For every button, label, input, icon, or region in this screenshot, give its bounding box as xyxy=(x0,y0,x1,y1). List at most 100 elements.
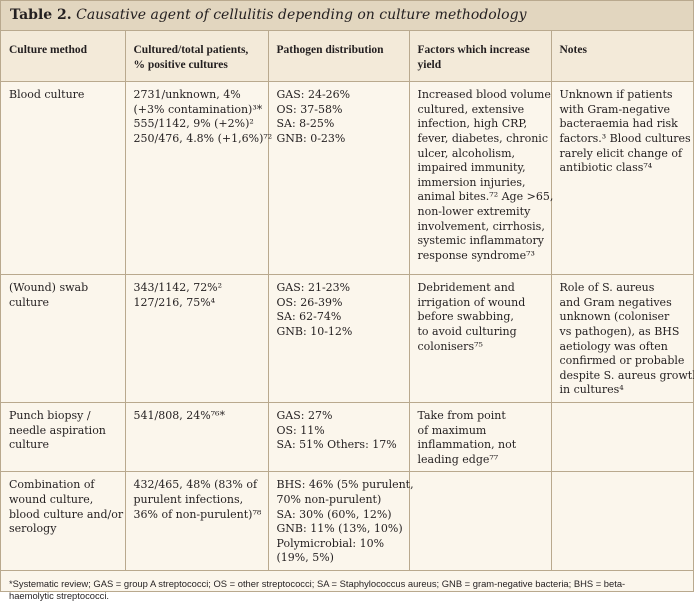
cell-factors-line: involvement, cirrhosis, xyxy=(417,219,545,233)
cell-factors-line: ulcer, alcoholism, xyxy=(417,146,516,160)
cell-factors-line: animal bites.⁷² Age >65, xyxy=(417,190,554,204)
cell-factors-line: irrigation of wound xyxy=(417,295,526,309)
cell-method: Punch biopsy / needle aspiration culture xyxy=(1,402,126,473)
cell-method: (Wound) swab culture xyxy=(1,274,126,403)
cell-factors-line: immersion injuries, xyxy=(417,175,526,189)
cell-pathogen-line: GAS: 21-23% xyxy=(276,281,351,295)
cell-pathogen-line: GAS: 24-26% xyxy=(276,88,351,102)
cell-factors-line: Increased blood volume xyxy=(417,88,551,102)
cell-factors: Debridement and irrigation of wound before… xyxy=(409,274,552,403)
table-title-bar: Table 2. Causative agent of cellulitis d… xyxy=(1,1,693,31)
table-row: Blood culture 2731/unknown, 4% (+3% contam… xyxy=(1,81,693,276)
cell-pathogen-line: SA: 30% (60%, 12%) xyxy=(276,507,392,521)
cell-notes-line: confirmed or probable xyxy=(559,354,685,368)
cell-pathogen: GAS: 21-23% OS: 26-39% SA: 62-74% GNB: 10-1… xyxy=(268,274,410,403)
cell-notes: Unknown if patients with Gram-negative bac… xyxy=(551,81,693,276)
header-row: Culture method Cultured/total patients, % … xyxy=(1,31,693,83)
cell-method-line: needle aspiration xyxy=(9,423,106,437)
cell-factors-line: to avoid culturing xyxy=(417,324,517,338)
cell-pathogen-line: (19%, 5%) xyxy=(276,551,334,565)
cell-method-line: serology xyxy=(9,522,57,536)
cell-cultured-line: 555/1142, 9% (+2%)² xyxy=(133,117,254,131)
cell-pathogen-line: BHS: 46% (5% purulent, xyxy=(276,478,414,492)
table-row: Punch biopsy / needle aspiration culture 54… xyxy=(1,402,693,473)
cell-method-line: culture xyxy=(9,295,50,309)
header-notes: Notes xyxy=(551,31,693,83)
header-pathogen-distribution-line: Pathogen distribution xyxy=(276,44,384,56)
header-pathogen-distribution: Pathogen distribution xyxy=(268,31,410,83)
cell-pathogen-line: GAS: 27% xyxy=(276,408,333,422)
cell-method: Combination of wound culture, blood cultur… xyxy=(1,471,126,571)
cell-pathogen-line: OS: 37-58% xyxy=(276,102,343,116)
cell-cultured-line: 36% of non-purulent)⁷⁸ xyxy=(133,507,262,521)
cell-notes-line: bacteraemia had risk xyxy=(559,117,678,131)
cell-factors-line: of maximum xyxy=(417,423,487,437)
cell-cultured-line: 2731/unknown, 4% xyxy=(133,88,241,102)
cell-notes-line: Unknown if patients xyxy=(559,88,673,102)
cell-pathogen-line: OS: 11% xyxy=(276,423,325,437)
cell-pathogen-line: SA: 51% Others: 17% xyxy=(276,438,397,452)
cell-factors-line: impaired immunity, xyxy=(417,161,526,175)
cell-factors-line: systemic inflammatory xyxy=(417,234,544,248)
header-cultured-total-line: % positive cultures xyxy=(133,58,228,71)
cell-pathogen-line: SA: 62-74% xyxy=(276,310,342,324)
cell-notes-line: unknown (coloniser xyxy=(559,310,670,324)
table-label: Table 2. xyxy=(10,7,72,23)
cell-factors-line: fever, diabetes, chronic xyxy=(417,131,548,145)
table-footnote: *Systematic review; GAS = group A strept… xyxy=(1,571,693,603)
cell-notes-line: aetiology was often xyxy=(559,339,668,353)
cell-factors-line: cultured, extensive xyxy=(417,102,525,116)
culture-table: Culture method Cultured/total patients, % … xyxy=(1,31,694,571)
cell-notes-line: factors.³ Blood cultures xyxy=(559,131,691,145)
cell-method-line: Punch biopsy / xyxy=(9,408,91,422)
table-row: (Wound) swab culture 343/1142, 72%² 127/216… xyxy=(1,274,694,403)
footnote-line: haemolytic streptococci. xyxy=(9,590,110,602)
cell-pathogen-line: SA: 8-25% xyxy=(276,117,335,131)
cell-factors-line: response syndrome⁷³ xyxy=(417,248,535,262)
cell-factors-line: Take from point xyxy=(417,408,506,422)
cell-method: Blood culture xyxy=(1,81,126,276)
cell-method-line: (Wound) swab xyxy=(9,281,89,295)
header-notes-line: Notes xyxy=(559,44,587,56)
header-culture-method: Culture method xyxy=(1,31,126,83)
cell-cultured-line: 127/216, 75%⁴ xyxy=(133,295,216,309)
cell-cultured-line: purulent infections, xyxy=(133,492,244,506)
header-factors-yield-line: Factors which increase xyxy=(417,44,530,56)
footnote-line: *Systematic review; GAS = group A strept… xyxy=(9,577,626,589)
cell-cultured: 2731/unknown, 4% (+3% contamination)³* 555… xyxy=(125,81,272,276)
cell-notes-line: in cultures⁴ xyxy=(559,383,624,397)
cell-pathogen: GAS: 24-26% OS: 37-58% SA: 8-25% GNB: 0-23% xyxy=(268,81,410,276)
cell-notes-line: and Gram negatives xyxy=(559,295,672,309)
cell-pathogen-line: GNB: 11% (13%, 10%) xyxy=(276,522,403,536)
cell-notes xyxy=(551,402,693,473)
cell-cultured: 343/1142, 72%² 127/216, 75%⁴ xyxy=(125,274,269,403)
cell-pathogen: GAS: 27% OS: 11% SA: 51% Others: 17% xyxy=(268,402,410,473)
cell-notes-line: antibiotic class⁷⁴ xyxy=(559,161,653,175)
header-factors-yield-line: yield xyxy=(417,58,442,71)
cell-cultured: 432/465, 48% (83% of purulent infections,… xyxy=(125,471,269,571)
cell-notes: Role of S. aureus and Gram negatives unkno… xyxy=(551,274,694,403)
header-cultured-total: Cultured/total patients, % positive cultu… xyxy=(125,31,269,83)
header-cultured-total-line: Cultured/total patients, xyxy=(133,44,249,56)
cell-factors: Take from point of maximum inflammation, n… xyxy=(409,402,552,473)
cell-method-line: blood culture and/or xyxy=(9,507,124,521)
cell-notes-line: with Gram-negative xyxy=(559,102,671,116)
table-title: Causative agent of cellulitis depending … xyxy=(76,7,527,23)
cell-method-line: Blood culture xyxy=(9,88,85,102)
cell-factors-line: before swabbing, xyxy=(417,310,514,324)
cell-cultured-line: (+3% contamination)³* xyxy=(133,102,263,116)
cell-cultured-line: 432/465, 48% (83% of xyxy=(133,478,258,492)
cell-factors: Increased blood volume cultured, extensiv… xyxy=(409,81,554,276)
cell-cultured-line: 541/808, 24%⁷⁶* xyxy=(133,408,225,422)
cell-pathogen-line: 70% non-purulent) xyxy=(276,492,382,506)
cell-cultured-line: 343/1142, 72%² xyxy=(133,281,223,295)
cell-cultured: 541/808, 24%⁷⁶* xyxy=(125,402,269,473)
cell-notes-line: vs pathogen), as BHS xyxy=(559,324,680,338)
cell-factors xyxy=(409,471,552,571)
cell-pathogen: BHS: 46% (5% purulent, 70% non-purulent) S… xyxy=(268,471,414,571)
cell-pathogen-line: Polymicrobial: 10% xyxy=(276,536,385,550)
header-factors-yield: Factors which increase yield xyxy=(409,31,552,83)
cell-factors-line: leading edge⁷⁷ xyxy=(417,452,499,466)
cell-pathogen-line: GNB: 10-12% xyxy=(276,324,353,338)
